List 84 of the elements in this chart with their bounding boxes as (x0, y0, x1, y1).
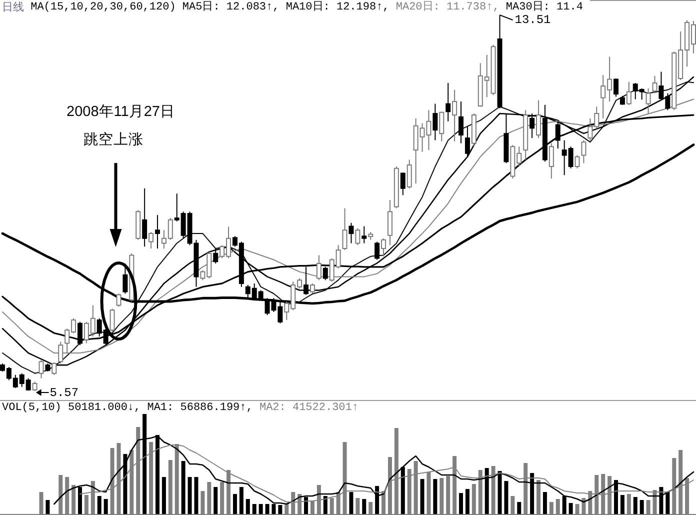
bar (620, 495, 624, 514)
candlestick (394, 166, 399, 209)
bar (246, 499, 250, 514)
candlestick (142, 188, 148, 248)
candlestick (374, 241, 380, 260)
candlestick (471, 113, 476, 148)
candlestick (446, 82, 451, 122)
candlestick (548, 142, 554, 180)
candlestick (342, 208, 348, 250)
text: MA2: 41522.301↑ (259, 402, 359, 414)
candlestick (400, 172, 406, 196)
candlestick (439, 111, 444, 142)
candlestick (523, 110, 528, 160)
bar (194, 477, 198, 514)
candlestick (406, 159, 412, 189)
text: MA20日: 11.738↑, (396, 0, 500, 14)
bar (568, 503, 573, 514)
bar (232, 494, 237, 514)
candlestick (52, 362, 57, 376)
text: MA1: 56886.199↑, (147, 402, 253, 414)
candlestick (38, 360, 44, 379)
bar (265, 504, 270, 514)
bar (640, 500, 644, 514)
candlestick (348, 222, 354, 244)
candlestick (110, 308, 115, 332)
bar (239, 487, 244, 514)
candlestick (122, 263, 128, 294)
candlestick (574, 154, 580, 169)
candlestick (136, 210, 141, 240)
candlestick (464, 126, 470, 158)
bar (214, 487, 218, 514)
bar (97, 496, 102, 514)
candlestick (310, 282, 315, 294)
annotation: 跳空上涨 (84, 131, 144, 148)
candlestick (626, 81, 632, 106)
bar (433, 479, 438, 514)
candlestick (316, 254, 322, 281)
bar (162, 477, 166, 514)
candlestick (322, 266, 328, 281)
candlestick (581, 140, 586, 164)
bar (633, 497, 638, 514)
bar (252, 504, 256, 514)
bar (504, 481, 508, 514)
text: MA5日: 12.083↑, (182, 0, 280, 14)
bar (362, 499, 366, 514)
candlestick (555, 120, 560, 149)
candlestick (504, 113, 509, 164)
candlestick (213, 248, 218, 264)
bar (258, 504, 263, 514)
chart-title: VOL(5,10) (2, 402, 62, 414)
bar (420, 479, 424, 514)
candlestick (154, 214, 160, 249)
text: MA30日: 11.4 (506, 0, 584, 14)
bar (104, 499, 108, 514)
annotation: 13.51 (514, 13, 551, 27)
bar (465, 489, 470, 514)
annotation: 5.57 (50, 386, 79, 400)
candlestick (32, 381, 38, 392)
candlestick (304, 266, 309, 296)
candlestick (458, 100, 464, 144)
candlestick (530, 113, 535, 138)
candlestick (355, 228, 360, 246)
chart-subtitle: 50181.000↓, (68, 402, 141, 414)
candlestick (387, 199, 392, 246)
bar (349, 492, 354, 514)
bar (517, 502, 522, 514)
candlestick (148, 231, 154, 249)
candlestick (614, 78, 618, 98)
bar (188, 477, 192, 514)
bar (542, 492, 547, 514)
chart-title: 日线 (2, 0, 24, 14)
candlestick (362, 226, 367, 244)
candlestick (452, 89, 458, 142)
candlestick (116, 293, 122, 308)
annotation: 2008年11月27日 (66, 103, 175, 120)
candlestick (432, 103, 438, 141)
bar (459, 493, 464, 514)
candlestick (368, 231, 374, 240)
bar (46, 500, 50, 514)
candlestick (620, 95, 625, 106)
chart-subtitle: MA(15,10,20,30,60,120) (30, 2, 176, 14)
candlestick (652, 75, 658, 94)
text: MA10日: 12.198↑, (286, 0, 390, 14)
candlestick (381, 238, 386, 257)
